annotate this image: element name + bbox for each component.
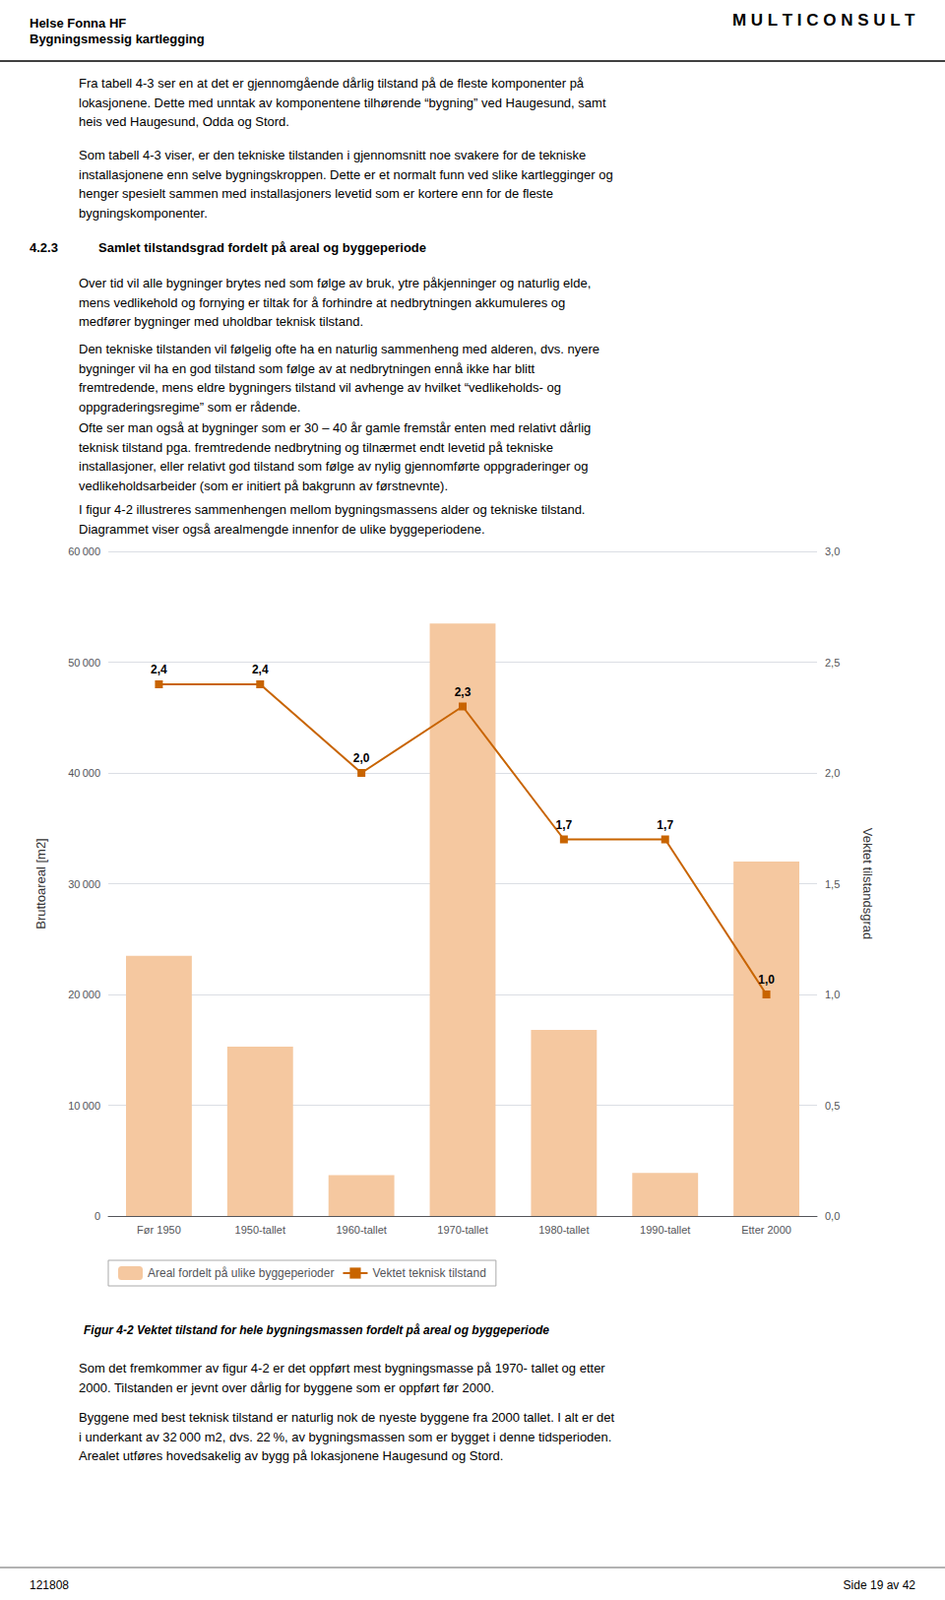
svg-text:fremtredende, mens eldre bygni: fremtredende, mens eldre bygningers tils…	[78, 379, 562, 395]
svg-text:I figur 4-2 illustreres sammen: I figur 4-2 illustreres sammenhengen mel…	[78, 502, 585, 517]
svg-text:1,7: 1,7	[656, 818, 674, 832]
svg-text:lokasjonene. Dette med unntak: lokasjonene. Dette med unntak av kompone…	[78, 95, 607, 111]
svg-text:Diagrammet viser også arealmen: Diagrammet viser også arealmengde innenf…	[78, 521, 486, 537]
svg-text:1950-tallet: 1950-tallet	[235, 1223, 286, 1236]
svg-text:medfører bygninger med uholdba: medfører bygninger med uholdbar teknisk …	[78, 314, 364, 329]
svg-text:Over tid vil alle bygninger br: Over tid vil alle bygninger brytes ned s…	[78, 275, 591, 291]
svg-text:Bygningsmessig kartlegging: Bygningsmessig kartlegging	[29, 31, 205, 47]
svg-text:vedlikeholdsarbeider (som er i: vedlikeholdsarbeider (som er initiert på…	[78, 478, 448, 494]
svg-text:Side 19 av 42: Side 19 av 42	[843, 1577, 917, 1592]
svg-text:Etter 2000: Etter 2000	[741, 1223, 792, 1236]
svg-text:henger spesielt sammen med ins: henger spesielt sammen med installasjone…	[78, 186, 554, 201]
svg-text:40 000: 40 000	[67, 766, 101, 779]
svg-text:Bruttoareal [m2]: Bruttoareal [m2]	[33, 837, 49, 930]
svg-text:2,5: 2,5	[824, 656, 840, 669]
svg-text:installasjoner, eller relativt: installasjoner, eller relativt god tilst…	[78, 458, 588, 474]
svg-text:Samlet tilstandsgrad fordelt p: Samlet tilstandsgrad fordelt på areal og…	[98, 240, 427, 255]
svg-text:bygninger vil ha en god tilsta: bygninger vil ha en god tilstand som føl…	[78, 361, 536, 377]
svg-text:0: 0	[94, 1209, 101, 1222]
svg-text:60 000: 60 000	[67, 545, 101, 558]
svg-text:Byggene med best teknisk tilst: Byggene med best teknisk tilstand er nat…	[78, 1409, 616, 1425]
svg-text:0,0: 0,0	[824, 1209, 840, 1222]
svg-text:M U L T I C O N S U L T: M U L T I C O N S U L T	[732, 10, 916, 30]
svg-text:Arealet utføres hovedsakelig a: Arealet utføres hovedsakelig av bygg på …	[78, 1448, 504, 1463]
svg-text:2,3: 2,3	[454, 685, 472, 699]
svg-text:2000. Tilstanden er jevnt over: 2000. Tilstanden er jevnt over dårlig fo…	[78, 1380, 495, 1395]
svg-text:10 000: 10 000	[67, 1099, 101, 1112]
svg-text:1980-tallet: 1980-tallet	[538, 1223, 589, 1236]
svg-text:Vektet tilstandsgrad: Vektet tilstandsgrad	[860, 827, 876, 940]
svg-text:installasjonene enn selve bygn: installasjonene enn selve bygningskroppe…	[78, 167, 614, 183]
svg-text:1,0: 1,0	[757, 972, 775, 987]
svg-text:2,4: 2,4	[150, 662, 168, 677]
svg-text:Figur 4-2 Vektet tilstand for: Figur 4-2 Vektet tilstand for hele bygni…	[83, 1323, 550, 1337]
svg-text:50 000: 50 000	[67, 656, 101, 669]
svg-text:1,7: 1,7	[556, 818, 573, 832]
svg-text:Areal fordelt på ulike byggepe: Areal fordelt på ulike byggeperioder	[147, 1265, 334, 1280]
svg-text:2,4: 2,4	[252, 662, 269, 677]
svg-text:0,5: 0,5	[824, 1099, 840, 1112]
svg-text:30 000: 30 000	[67, 878, 101, 890]
svg-text:3,0: 3,0	[824, 545, 840, 558]
svg-text:i underkant av 32 000 m2, dvs.: i underkant av 32 000 m2, dvs. 22 %, av …	[78, 1429, 612, 1445]
svg-text:20 000: 20 000	[67, 988, 101, 1001]
svg-text:teknisk tilstand pga. fremtred: teknisk tilstand pga. fremtredende nedbr…	[78, 440, 554, 455]
svg-text:1970-tallet: 1970-tallet	[437, 1223, 488, 1236]
svg-text:121808: 121808	[29, 1577, 69, 1592]
svg-text:Vektet teknisk tilstand: Vektet teknisk tilstand	[372, 1265, 486, 1280]
svg-text:Som det fremkommer av figur 4-: Som det fremkommer av figur 4-2 er det o…	[78, 1360, 606, 1376]
svg-text:heis ved Haugesund, Odda og St: heis ved Haugesund, Odda og Stord.	[78, 114, 290, 129]
svg-text:mens vedlikehold og fornying e: mens vedlikehold og fornying er tiltak f…	[78, 295, 566, 311]
svg-text:Den tekniske tilstanden vil fø: Den tekniske tilstanden vil følgelig oft…	[78, 341, 600, 357]
svg-text:1,0: 1,0	[824, 988, 840, 1001]
svg-text:Som tabell 4-3 viser, er den t: Som tabell 4-3 viser, er den tekniske ti…	[78, 147, 586, 163]
svg-text:1990-tallet: 1990-tallet	[639, 1223, 691, 1236]
svg-text:Før 1950: Før 1950	[136, 1223, 182, 1236]
svg-text:1960-tallet: 1960-tallet	[335, 1223, 386, 1236]
svg-text:1,5: 1,5	[824, 878, 840, 890]
svg-text:Fra tabell 4-3 ser en at det e: Fra tabell 4-3 ser en at det er gjennomg…	[78, 75, 585, 91]
svg-text:bygningskomponenter.: bygningskomponenter.	[78, 205, 208, 221]
svg-text:Helse Fonna HF: Helse Fonna HF	[29, 15, 126, 31]
svg-text:4.2.3: 4.2.3	[29, 240, 59, 255]
svg-text:oppgraderingsregime” som er rå: oppgraderingsregime” som er rådende.	[78, 399, 301, 415]
svg-text:Ofte ser man også at bygninger: Ofte ser man også at bygninger som er 30…	[78, 420, 591, 436]
svg-text:2,0: 2,0	[353, 751, 371, 765]
svg-text:2,0: 2,0	[824, 766, 840, 779]
